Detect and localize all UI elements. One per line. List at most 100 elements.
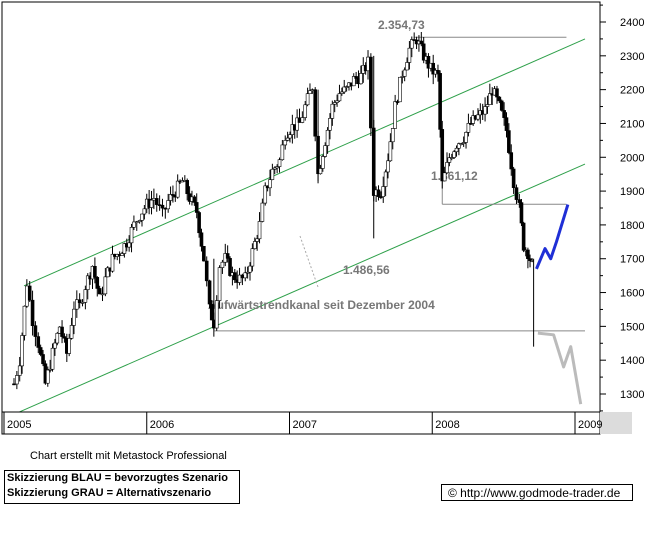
y-tick-label: 2000 xyxy=(620,152,644,164)
candle-body xyxy=(283,140,288,146)
channel-upper-line xyxy=(23,38,586,287)
candle-body xyxy=(55,333,60,344)
candle-body xyxy=(110,253,115,272)
candle-body xyxy=(402,69,407,77)
candle-body xyxy=(419,40,424,45)
candle-body xyxy=(407,47,412,63)
x-tick-label: 2009 xyxy=(578,419,602,431)
channel-annotation: Aufwärtstrendkanal seit Dezember 2004 xyxy=(208,298,435,312)
candle-body xyxy=(105,267,110,278)
candle-body xyxy=(325,129,330,146)
candle-body xyxy=(393,101,397,129)
candle-body xyxy=(207,280,212,305)
candle-body xyxy=(288,134,292,139)
candle-body xyxy=(502,110,506,118)
candle-body xyxy=(160,204,165,209)
candle-body xyxy=(457,143,461,149)
candle-body xyxy=(310,89,315,91)
candle-body xyxy=(95,277,100,289)
candle-body xyxy=(250,248,255,267)
x-axis-band-end xyxy=(600,412,632,434)
candle-body xyxy=(445,162,449,174)
candle-body xyxy=(495,88,499,98)
candle-body xyxy=(83,289,88,303)
candle-body xyxy=(342,86,347,93)
candle-body xyxy=(97,288,102,295)
candle-body xyxy=(93,265,97,278)
candle-body xyxy=(152,198,156,201)
candle-body xyxy=(41,354,45,365)
candle-body xyxy=(509,152,514,170)
candle-body xyxy=(454,147,459,153)
candle-body xyxy=(122,243,127,254)
candle-body xyxy=(240,274,245,279)
candle-body xyxy=(77,299,82,304)
candle-body xyxy=(528,258,532,261)
candle-body xyxy=(381,186,386,197)
candle-body xyxy=(504,117,509,131)
chart-credit: Chart erstellt mit Metastock Professiona… xyxy=(30,450,227,462)
candle-body xyxy=(442,172,447,182)
candle-body xyxy=(137,220,142,223)
candle-body xyxy=(268,179,272,189)
candle-body xyxy=(521,222,526,251)
candle-body xyxy=(295,117,299,131)
candle-body xyxy=(134,221,139,224)
candle-body xyxy=(27,285,32,301)
candle-body xyxy=(511,168,516,188)
candle-body xyxy=(332,102,337,105)
candle-body xyxy=(248,265,252,273)
candle-body xyxy=(351,76,356,87)
candle-body xyxy=(376,189,381,197)
candle-body xyxy=(22,305,27,336)
candle-body xyxy=(461,142,466,144)
candle-body xyxy=(449,157,454,159)
candle-body xyxy=(80,302,85,304)
candle-body xyxy=(285,137,290,141)
candle-body xyxy=(199,232,204,247)
candle-body xyxy=(132,221,136,228)
y-tick-label: 1500 xyxy=(620,321,644,333)
candle-body xyxy=(220,261,225,268)
level-label: 2.354,73 xyxy=(378,18,425,32)
candle-body xyxy=(313,89,318,137)
source-url-link[interactable]: © http://www.godmode-trader.de xyxy=(441,484,633,501)
y-tick-label: 2300 xyxy=(620,51,644,63)
candle-body xyxy=(303,104,308,118)
candle-body xyxy=(340,91,344,94)
y-tick-label: 1700 xyxy=(620,254,644,266)
candle-body xyxy=(466,123,471,133)
candle-body xyxy=(15,375,19,385)
candle-body xyxy=(344,86,349,88)
candle-body xyxy=(485,104,490,107)
y-tick-label: 2200 xyxy=(620,85,644,97)
candle-body xyxy=(328,118,332,131)
y-tick-label: 1300 xyxy=(620,389,644,401)
candle-body xyxy=(36,336,41,348)
scenario-legend: Skizzierung BLAU = bevorzugtes Szenario … xyxy=(4,470,240,504)
candle-body xyxy=(85,275,90,290)
plot-frame xyxy=(1,1,601,413)
candle-body xyxy=(426,56,431,69)
y-tick-label: 1800 xyxy=(620,220,644,232)
candle-body xyxy=(129,227,134,244)
candle-body xyxy=(526,249,530,259)
candle-body xyxy=(468,123,473,125)
candle-body xyxy=(204,260,209,282)
candle-body xyxy=(390,128,395,143)
legend-grey-scenario: Skizzierung GRAU = Alternativszenario xyxy=(7,487,212,499)
candle-body xyxy=(100,293,105,296)
candle-body xyxy=(400,76,405,78)
y-tick-label: 2400 xyxy=(620,17,644,29)
candle-body xyxy=(154,198,159,205)
scenario-blue-line xyxy=(535,204,570,270)
candle-body xyxy=(263,185,268,204)
candle-body xyxy=(452,151,456,158)
candle-body xyxy=(409,39,414,49)
candle-body xyxy=(17,365,22,376)
candle-body xyxy=(252,241,257,249)
candle-body xyxy=(519,202,524,224)
candle-body xyxy=(507,130,511,153)
candle-body xyxy=(232,272,237,281)
